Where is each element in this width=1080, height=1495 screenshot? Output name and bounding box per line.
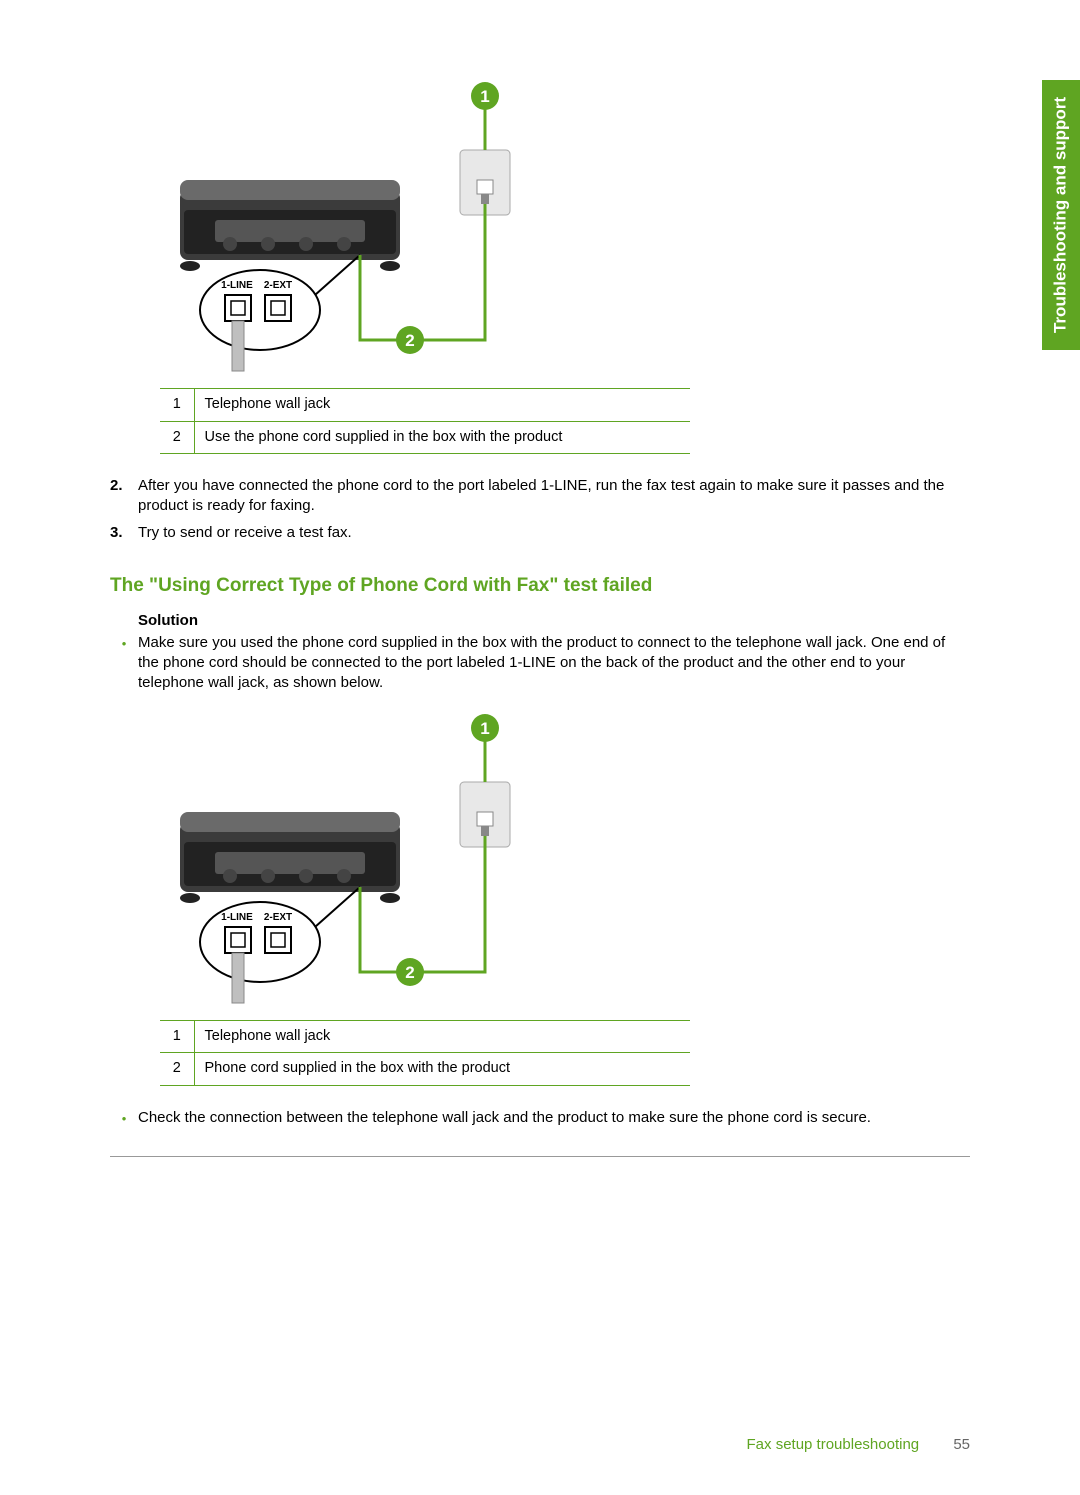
page-number: 55 — [953, 1436, 970, 1453]
callout-text: Telephone wall jack — [194, 389, 690, 422]
table-row: 1 Telephone wall jack — [160, 1020, 690, 1053]
svg-text:1-LINE: 1-LINE — [221, 912, 253, 923]
step-item: 3. Try to send or receive a test fax. — [110, 523, 970, 543]
table-row: 2 Use the phone cord supplied in the box… — [160, 421, 690, 454]
divider — [110, 1156, 970, 1157]
diagram-1-svg: 1-LINE 2-EXT 1 2 — [160, 80, 690, 380]
svg-text:2-EXT: 2-EXT — [264, 912, 292, 923]
section-heading: The "Using Correct Type of Phone Cord wi… — [110, 573, 970, 599]
callout-text: Telephone wall jack — [194, 1020, 690, 1053]
step-text: Try to send or receive a test fax. — [138, 523, 970, 543]
svg-text:2: 2 — [405, 963, 414, 982]
solution-bullets-1: • Make sure you used the phone cord supp… — [110, 633, 970, 694]
table-row: 2 Phone cord supplied in the box with th… — [160, 1053, 690, 1086]
svg-text:2: 2 — [405, 331, 414, 350]
callout-text: Use the phone cord supplied in the box w… — [194, 421, 690, 454]
diagram-2-callouts: 1 Telephone wall jack 2 Phone cord suppl… — [160, 1020, 690, 1086]
step-text: After you have connected the phone cord … — [138, 476, 970, 517]
bullet-item: • Make sure you used the phone cord supp… — [110, 633, 970, 694]
step-num: 3. — [110, 523, 138, 543]
solution-bullets-2: • Check the connection between the telep… — [110, 1108, 970, 1128]
bullet-text: Check the connection between the telepho… — [138, 1108, 970, 1128]
callout-num: 1 — [160, 389, 194, 422]
svg-text:1: 1 — [480, 719, 489, 738]
footer-title: Fax setup troubleshooting — [747, 1436, 920, 1453]
step-num: 2. — [110, 476, 138, 517]
solution-label: Solution — [138, 611, 970, 631]
callout-num: 2 — [160, 421, 194, 454]
bullet-dot: • — [110, 633, 138, 694]
table-row: 1 Telephone wall jack — [160, 389, 690, 422]
page-content: 1-LINE 2-EXT 1 2 1 — [0, 0, 1080, 1217]
diagram-1: 1-LINE 2-EXT 1 2 1 — [160, 80, 690, 454]
steps-list-1: 2. After you have connected the phone co… — [110, 476, 970, 543]
step-item: 2. After you have connected the phone co… — [110, 476, 970, 517]
callout-num: 1 — [160, 1020, 194, 1053]
diagram-1-callouts: 1 Telephone wall jack 2 Use the phone co… — [160, 388, 690, 454]
callout-text: Phone cord supplied in the box with the … — [194, 1053, 690, 1086]
callout-num: 2 — [160, 1053, 194, 1086]
page-footer: Fax setup troubleshooting 55 — [747, 1435, 970, 1455]
svg-text:2-EXT: 2-EXT — [264, 280, 292, 291]
svg-text:1-LINE: 1-LINE — [221, 280, 253, 291]
diagram-2: 1-LINE 2-EXT 1 2 1 Telephone wall jack 2 — [160, 712, 690, 1086]
bullet-text: Make sure you used the phone cord suppli… — [138, 633, 970, 694]
bullet-item: • Check the connection between the telep… — [110, 1108, 970, 1128]
diagram-2-svg: 1-LINE 2-EXT 1 2 — [160, 712, 690, 1012]
svg-text:1: 1 — [480, 87, 489, 106]
bullet-dot: • — [110, 1108, 138, 1128]
